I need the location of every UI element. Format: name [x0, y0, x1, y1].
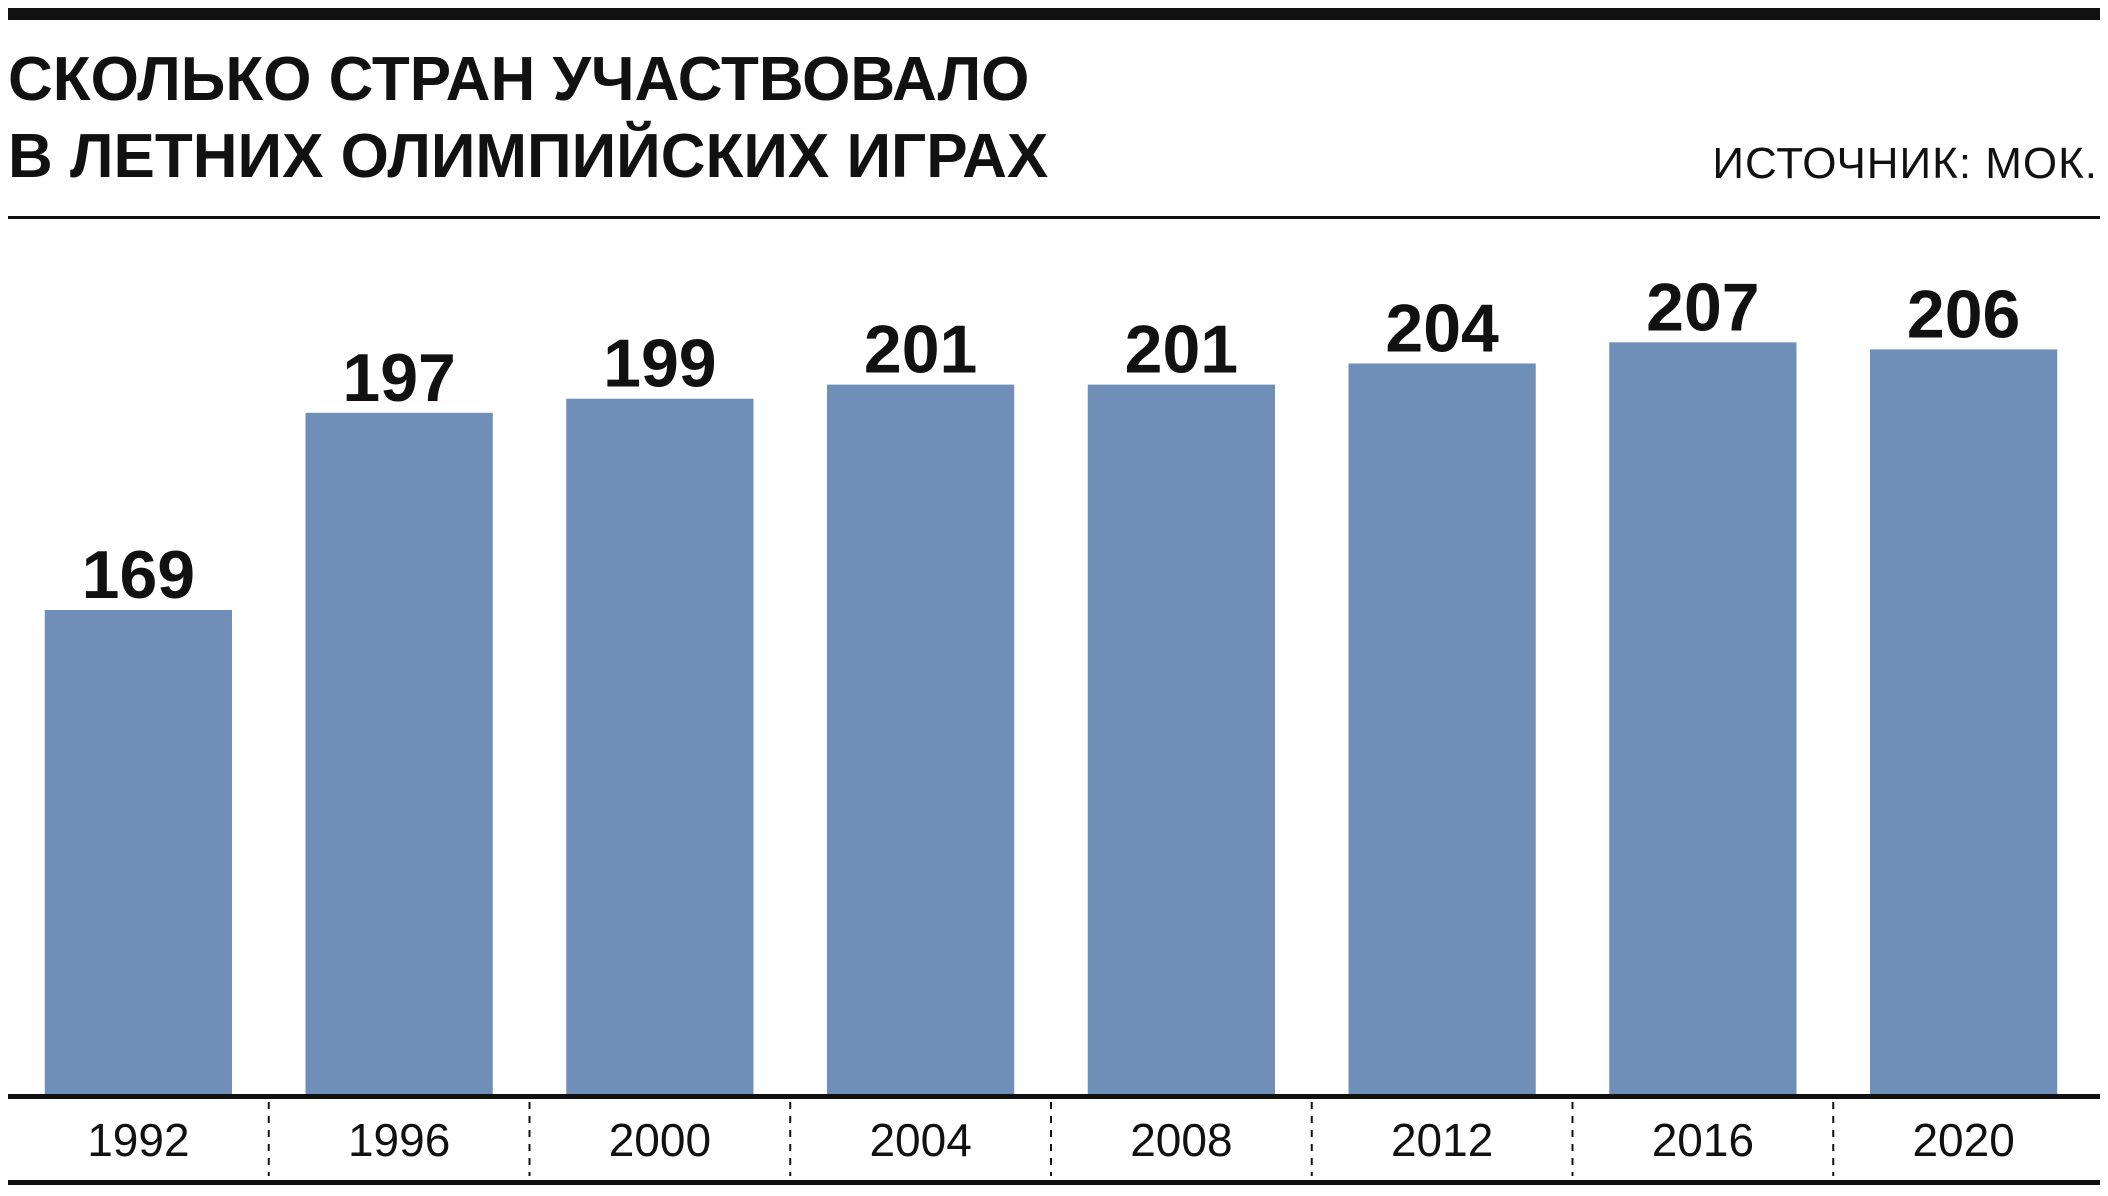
value-label: 199	[603, 326, 716, 402]
bar	[1870, 349, 2058, 1096]
x-tick-label: 1992	[87, 1114, 189, 1166]
chart-title: В ЛЕТНИХ ОЛИМПИЙСКИХ ИГРАХ	[8, 121, 1048, 191]
top-rule	[8, 8, 2100, 20]
bar	[1609, 342, 1797, 1096]
source: ИСТОЧНИК: МОК.	[1712, 139, 2098, 188]
x-tick-label: 2012	[1391, 1114, 1493, 1166]
bar	[827, 384, 1015, 1096]
x-tick-label: 1996	[348, 1114, 450, 1166]
header-rule	[8, 216, 2100, 219]
x-tick-label: 2004	[869, 1114, 971, 1166]
x-tick-label: 2008	[1130, 1114, 1232, 1166]
value-label: 197	[342, 340, 455, 416]
x-tick-label: 2016	[1652, 1114, 1754, 1166]
bar	[1087, 384, 1275, 1096]
value-label: 207	[1646, 269, 1759, 345]
value-label: 204	[1385, 290, 1499, 366]
baseline	[8, 1094, 2100, 1099]
bar	[44, 610, 232, 1096]
x-tick-label: 2000	[609, 1114, 711, 1166]
value-label: 206	[1907, 276, 2020, 352]
bottom-rule	[8, 1180, 2100, 1185]
value-label: 169	[82, 537, 195, 613]
bar	[305, 412, 493, 1097]
bar	[566, 398, 754, 1096]
chart-title: СКОЛЬКО СТРАН УЧАСТВОВАЛО	[8, 45, 1029, 114]
value-label: 201	[864, 312, 977, 388]
bar	[1348, 363, 1536, 1096]
value-label: 201	[1125, 312, 1238, 388]
x-tick-label: 2020	[1912, 1114, 2014, 1166]
